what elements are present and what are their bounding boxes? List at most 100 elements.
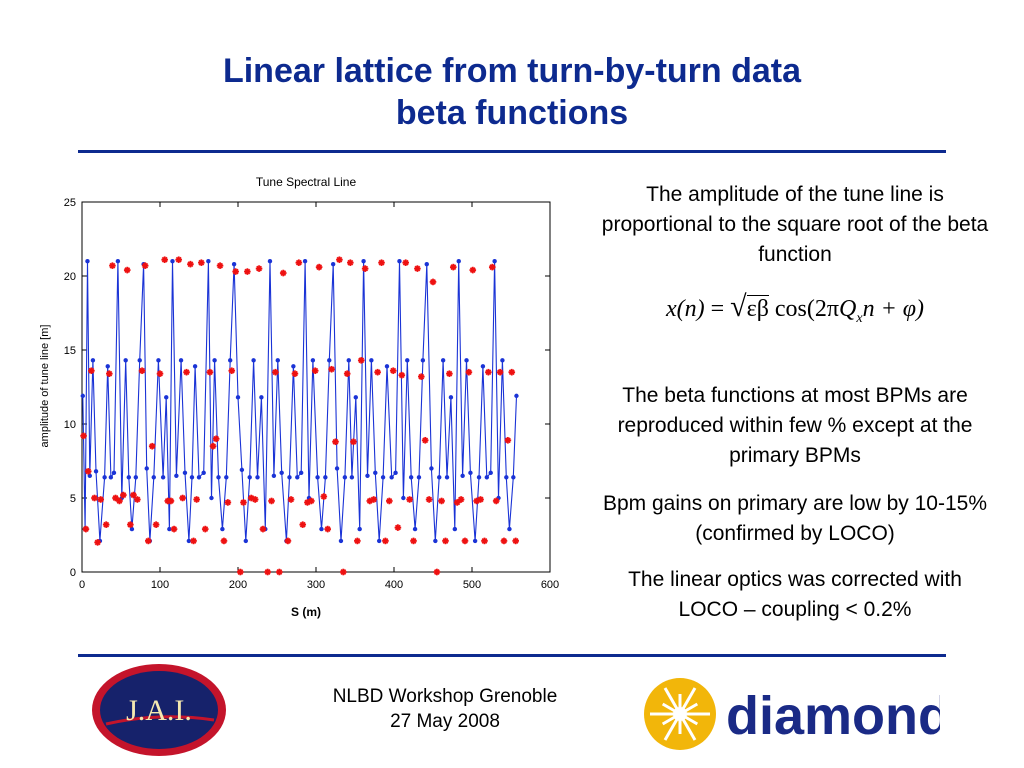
- data-point-red: [190, 537, 197, 545]
- y-axis-label: amplitude of tune line [m]: [39, 325, 51, 448]
- star-stroke: [171, 526, 177, 533]
- formula-q: Q: [839, 296, 857, 322]
- data-point-red: [378, 259, 385, 266]
- star-stroke: [406, 496, 413, 503]
- data-point-red: [410, 537, 417, 545]
- star-stroke: [280, 270, 287, 276]
- data-point-red: [167, 497, 175, 505]
- star-stroke: [501, 537, 507, 544]
- star-stroke: [398, 372, 405, 379]
- star-stroke: [308, 498, 315, 504]
- star-stroke: [167, 498, 174, 504]
- data-point-red: [504, 436, 512, 444]
- data-point-blue: [500, 358, 505, 363]
- data-point-red: [138, 367, 146, 375]
- diamond-star-icon: [644, 678, 716, 750]
- diamond-star-ray: [679, 702, 699, 716]
- star-stroke: [157, 370, 163, 377]
- data-point-red: [193, 496, 200, 503]
- y-tick-label: 25: [64, 197, 76, 209]
- data-point-red: [425, 496, 433, 503]
- data-point-blue: [444, 475, 450, 480]
- star-stroke: [438, 498, 445, 504]
- star-stroke: [224, 499, 231, 506]
- data-point-red: [216, 262, 224, 269]
- star-stroke: [210, 443, 216, 450]
- bottom-divider: [78, 654, 946, 657]
- star-stroke: [344, 370, 351, 377]
- data-point-red: [394, 524, 402, 531]
- star-stroke: [80, 432, 87, 439]
- data-point-red: [386, 497, 393, 505]
- data-point-blue: [178, 358, 184, 363]
- data-point-red: [170, 525, 178, 533]
- star-stroke: [422, 437, 429, 444]
- data-point-red: [465, 368, 473, 376]
- data-point-blue: [357, 526, 362, 532]
- data-point-red: [156, 370, 164, 377]
- data-point-red: [485, 368, 492, 376]
- star-stroke: [88, 367, 95, 374]
- data-point-red: [343, 370, 351, 377]
- star-stroke: [295, 259, 302, 266]
- star-stroke: [320, 493, 327, 500]
- data-point-red: [340, 568, 347, 576]
- data-point-red: [264, 568, 271, 576]
- data-point-red: [438, 497, 445, 505]
- star-stroke: [206, 369, 213, 376]
- x-tick-label: 500: [463, 579, 481, 591]
- data-point-blue: [373, 470, 378, 476]
- data-point-blue: [133, 475, 139, 480]
- data-point-blue: [488, 470, 493, 476]
- data-point-red: [449, 263, 457, 271]
- star-stroke: [410, 537, 417, 544]
- star-stroke: [161, 256, 168, 263]
- data-point-blue: [224, 475, 229, 480]
- data-point-red: [276, 568, 283, 576]
- tune-spectral-line-chart: Tune Spectral Line 0 100 200 300 400 500 600 0 5…: [22, 168, 582, 628]
- data-point-blue: [267, 259, 273, 264]
- data-point-red: [91, 494, 98, 502]
- data-point-red: [224, 499, 232, 506]
- star-stroke: [489, 264, 496, 271]
- data-point-red: [442, 537, 449, 545]
- star-stroke: [450, 264, 457, 271]
- data-point-blue: [137, 358, 142, 363]
- data-point-blue: [476, 475, 482, 480]
- data-point-red: [152, 521, 160, 528]
- star-stroke: [112, 495, 119, 501]
- data-point-blue: [186, 538, 192, 544]
- formula-subscript: x: [856, 310, 863, 326]
- data-point-blue: [231, 261, 237, 267]
- diamond-star-ray: [663, 713, 682, 741]
- star-stroke: [332, 438, 339, 445]
- footer-line-2: 27 May 2008: [390, 711, 500, 732]
- data-point-blue: [480, 364, 486, 369]
- star-stroke: [256, 265, 263, 272]
- star-stroke: [202, 526, 209, 533]
- data-point-red: [320, 493, 328, 500]
- data-point-blue: [440, 358, 446, 363]
- data-point-red: [183, 368, 190, 376]
- data-point-blue: [174, 473, 179, 478]
- data-point-blue: [196, 475, 202, 480]
- axis-ticks: 0 100 200 300 400 500 600 0 5 10 15 20 25: [64, 197, 559, 591]
- star-stroke: [354, 537, 361, 544]
- data-point-blue: [189, 475, 195, 480]
- data-point-blue: [408, 475, 414, 480]
- data-point-blue: [514, 393, 519, 399]
- data-point-blue: [151, 475, 156, 480]
- data-point-blue: [111, 470, 117, 476]
- data-point-red: [120, 491, 127, 499]
- data-point-blue: [412, 526, 418, 532]
- data-point-blue: [319, 526, 324, 532]
- data-point-blue: [85, 259, 90, 264]
- data-point-red: [488, 263, 496, 271]
- slide-title: Linear lattice from turn-by-turn data be…: [0, 50, 1024, 134]
- star-stroke: [508, 369, 515, 376]
- data-point-blue: [87, 473, 93, 478]
- data-point-red: [237, 568, 244, 576]
- star-stroke: [183, 369, 190, 376]
- y-tick-label: 10: [64, 419, 76, 431]
- data-point-blue: [315, 475, 320, 480]
